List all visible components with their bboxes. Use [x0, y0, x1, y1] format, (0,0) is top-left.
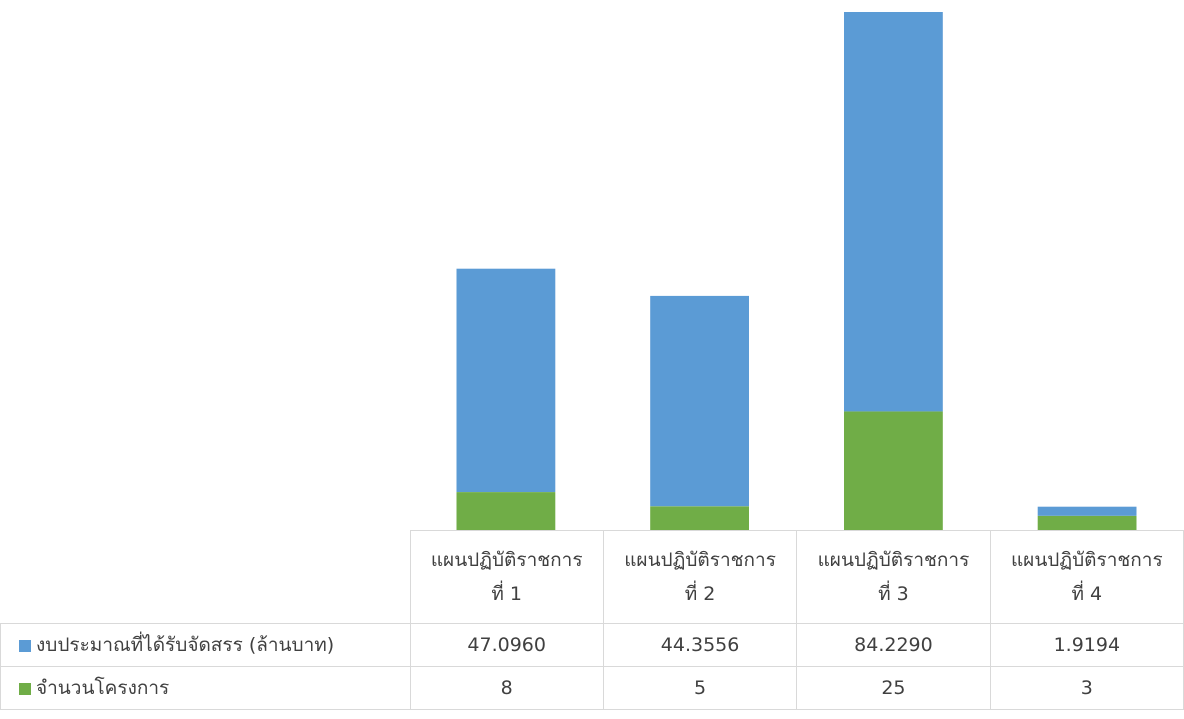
data-cell: 1.9194: [989, 623, 1184, 667]
bar-projects-4: [1037, 515, 1137, 530]
bar-budget-2: [650, 295, 749, 507]
bar-projects-3: [844, 411, 943, 530]
data-cell: 8: [409, 666, 604, 710]
data-cell: 25: [796, 666, 991, 710]
table-header-row: แผนปฏิบัติราชการ ที่ 1 แผนปฏิบัติราชการ ที…: [1, 530, 1184, 624]
category-label: แผนปฏิบัติราชการ ที่ 3: [796, 530, 991, 624]
legend-entry-budget: งบประมาณที่ได้รับจัดสรร (ล้านบาท): [0, 623, 411, 667]
data-cell: 44.3556: [602, 623, 798, 667]
chart-plot-area: [456, 12, 1137, 530]
legend-label-projects: จำนวนโครงการ: [36, 677, 170, 699]
bar-projects-2: [650, 506, 749, 530]
data-cell: 5: [602, 666, 798, 710]
chart-data-table: แผนปฏิบัติราชการ ที่ 1 แผนปฏิบัติราชการ ที…: [0, 530, 1184, 710]
legend-label-budget: งบประมาณที่ได้รับจัดสรร (ล้านบาท): [36, 634, 335, 656]
category-label: แผนปฏิบัติราชการ ที่ 2: [602, 530, 798, 624]
bar-budget-1: [456, 268, 556, 492]
category-label: แผนปฏิบัติราชการ ที่ 1: [409, 530, 604, 624]
category-label: แผนปฏิบัติราชการ ที่ 4: [989, 530, 1184, 624]
legend-swatch-budget: [19, 640, 31, 652]
table-corner: [1, 531, 411, 624]
table-row-projects: จำนวนโครงการ 8 5 25 3: [0, 666, 1184, 710]
legend-entry-projects: จำนวนโครงการ: [0, 666, 411, 710]
data-cell: 3: [989, 666, 1184, 710]
legend-swatch-projects: [19, 683, 31, 695]
bar-budget-4: [1037, 506, 1137, 516]
bar-projects-1: [456, 492, 556, 530]
bar-budget-3: [844, 12, 943, 412]
data-cell: 47.0960: [409, 623, 604, 667]
data-cell: 84.2290: [796, 623, 991, 667]
table-row-budget: งบประมาณที่ได้รับจัดสรร (ล้านบาท) 47.096…: [0, 623, 1184, 667]
